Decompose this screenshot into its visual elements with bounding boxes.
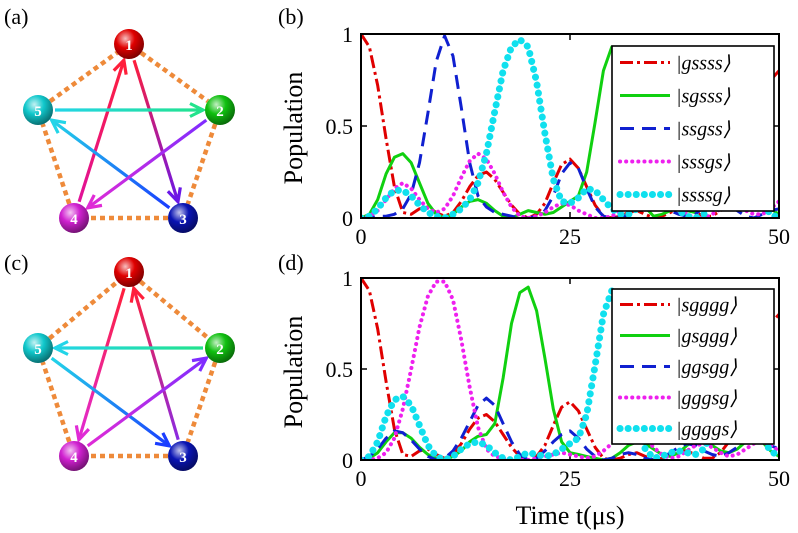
arrow-1-to-3	[132, 59, 180, 203]
legend-label-2: |ggsgg⟩	[676, 357, 737, 379]
y-tick-label: 0.5	[326, 114, 354, 139]
pentagon-graph-c: 1 2 3 4 5	[23, 257, 235, 471]
arrow-4-to-1	[77, 59, 126, 203]
legend-label-2: |ssgss⟩	[676, 119, 731, 141]
legend-label-4: |ggggs⟩	[676, 419, 737, 441]
arrow-2-to-4	[86, 118, 208, 210]
legend-label-3: |sssgs⟩	[676, 152, 731, 174]
coupling-edge-1-2	[139, 50, 210, 104]
atom-node-label: 3	[179, 450, 187, 466]
population-chart-b: 0 25 50 0 0.5 1 Population |gssss⟩ |sgsss⟩ |ssg…	[279, 22, 790, 249]
legend-label-3: |gggsg⟩	[676, 388, 737, 410]
axes-box	[360, 33, 780, 219]
y-axis-label: Population	[279, 316, 308, 429]
x-tick-label: 0	[356, 466, 367, 491]
x-tick-label: 25	[559, 466, 581, 491]
arrow-3-to-5	[50, 118, 171, 210]
coupling-edge-5-1	[48, 50, 119, 104]
atom-node-label: 1	[125, 266, 133, 282]
x-tick-label: 50	[768, 224, 790, 249]
legend-box	[611, 45, 775, 212]
panel-label-d: (d)	[278, 250, 304, 275]
panel-label-b: (b)	[278, 4, 304, 29]
legend-box	[611, 288, 775, 445]
pentagon-graph-a: 1 2 3 4 5	[23, 29, 235, 233]
x-tick-label: 50	[768, 466, 790, 491]
arrow-head-1-to-3	[166, 187, 182, 206]
y-tick-label: 0.5	[326, 357, 354, 382]
atom-node-5	[23, 333, 53, 363]
coupling-edge-2-3	[185, 361, 218, 443]
legend-label-0: |gssss⟩	[676, 53, 731, 75]
arrow-head-2-to-4	[84, 194, 103, 211]
arrow-3-to-1	[132, 287, 180, 441]
arrow-head-4-to-2	[191, 355, 210, 372]
population-chart-d: 0 25 50 0 0.5 1 Population Time t(μs) |sgggg⟩…	[279, 266, 790, 530]
atom-node-4	[59, 441, 89, 471]
y-axis-label: Population	[279, 72, 308, 185]
atom-node-label: 2	[216, 104, 224, 120]
coupling-edge-4-5	[40, 123, 72, 205]
atom-node-label: 5	[34, 104, 42, 120]
series-line-2	[361, 396, 779, 460]
y-tick-label: 0	[342, 206, 353, 231]
coupling-edge-5-1	[48, 279, 119, 341]
arrow-head-5-to-2	[189, 102, 207, 118]
arrow-head-1-to-4	[74, 425, 90, 444]
atom-node-3	[168, 203, 198, 233]
atom-node-1	[114, 29, 144, 59]
legend: |sgggg⟩ |gsggg⟩ |ggsgg⟩ |gggsg⟩ |ggggs⟩	[611, 288, 775, 445]
arrow-head-3-to-1	[129, 284, 145, 303]
legend-label-4: |ssssg⟩	[676, 185, 731, 207]
arrow-head-3-to-5	[48, 118, 67, 134]
coupling-edge-1-2	[139, 279, 210, 341]
axes-box	[360, 277, 780, 461]
legend-label-1: |gsggg⟩	[676, 326, 737, 348]
arrow-1-to-4	[77, 287, 126, 441]
atom-node-label: 4	[70, 450, 78, 466]
y-tick-label: 1	[342, 266, 353, 291]
legend-label-0: |sgggg⟩	[676, 295, 737, 317]
legend: |gssss⟩ |sgsss⟩ |ssgss⟩ |sssgs⟩ |ssssg⟩	[611, 45, 775, 212]
atom-node-label: 2	[216, 342, 224, 358]
series-line-0	[361, 278, 779, 460]
y-tick-label: 0	[342, 448, 353, 473]
arrow-head-4-to-1	[112, 56, 128, 75]
coupling-edge-4-5	[40, 361, 72, 443]
panel-label-c: (c)	[4, 250, 28, 275]
atom-node-label: 3	[179, 212, 187, 228]
atom-node-3	[168, 441, 198, 471]
x-tick-label: 25	[559, 224, 581, 249]
atom-node-5	[23, 95, 53, 125]
panel-label-a: (a)	[4, 4, 28, 29]
atom-node-label: 4	[70, 212, 78, 228]
y-tick-label: 1	[342, 22, 353, 47]
arrow-head-5-to-3	[154, 432, 173, 448]
atom-node-label: 1	[125, 38, 133, 54]
arrow-4-to-2	[86, 356, 208, 448]
atom-node-4	[59, 203, 89, 233]
series-line-3	[361, 279, 779, 460]
x-tick-label: 0	[356, 224, 367, 249]
atom-node-2	[205, 333, 235, 363]
arrow-5-to-3	[50, 356, 171, 448]
x-axis-label: Time t(μs)	[515, 501, 624, 530]
legend-label-1: |sgsss⟩	[676, 86, 731, 108]
atom-node-1	[114, 257, 144, 287]
coupling-edge-2-3	[185, 123, 218, 205]
atom-node-label: 5	[34, 342, 42, 358]
atom-node-2	[205, 95, 235, 125]
arrow-head-2-to-5	[51, 340, 69, 356]
series-line-2	[361, 34, 779, 218]
